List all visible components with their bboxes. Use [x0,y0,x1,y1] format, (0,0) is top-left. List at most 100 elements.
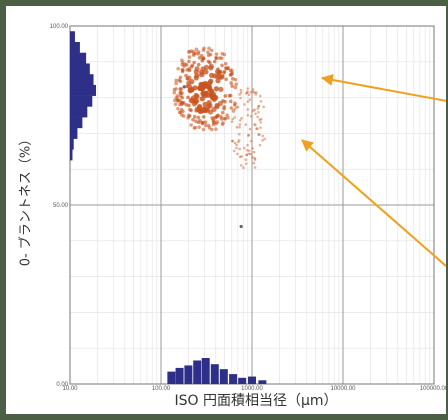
data-point [200,120,205,125]
x-histogram-bar [229,374,238,384]
data-point [255,91,258,94]
data-point [221,121,225,125]
data-point [257,133,260,137]
data-point [196,115,201,120]
data-point [201,90,207,97]
data-point [249,139,253,143]
data-point [257,104,261,108]
x-histogram-bar [167,371,176,384]
data-point [186,116,190,120]
y-histogram-bar [70,63,90,75]
data-point [223,61,228,66]
data-point [231,139,234,143]
data-point [239,96,242,100]
x-tick-label: 10000.00 [330,386,356,392]
scatter-plot: 10.00 100.00 1000.00 10000.00 100000.00 0.00 5… [50,24,446,392]
data-point [202,101,208,107]
data-point [206,84,213,90]
data-point [210,127,214,132]
y-histogram-bar [70,149,73,161]
data-point [223,116,227,121]
data-point [204,107,210,113]
data-point [225,66,230,71]
data-point [231,117,235,121]
data-point [177,78,182,82]
data-point [256,127,259,130]
data-point [257,105,260,108]
data-point [246,143,249,147]
data-point [251,156,254,159]
data-point [239,91,243,94]
data-point [203,69,209,75]
annotation-arrows [301,74,446,267]
data-point [238,93,241,96]
data-point [211,94,218,100]
data-point [214,102,220,109]
data-point [240,116,243,120]
data-point [230,84,234,88]
data-point [186,80,192,86]
data-point [179,113,184,117]
data-point [248,98,252,102]
data-point [228,99,233,104]
annotation-arrow [320,74,446,102]
data-point [263,137,266,141]
data-point [196,52,201,56]
data-point [184,102,188,107]
data-point [231,109,236,113]
data-point [192,85,198,91]
data-point [235,125,239,129]
x-histogram-bar [238,377,247,384]
data-point [232,149,236,153]
data-point [249,115,253,118]
data-point [245,153,249,157]
data-point [192,52,196,56]
x-tick-label: 100000.00 [420,386,446,392]
y-histogram-bar [70,84,96,96]
data-point [221,99,225,103]
data-point [253,156,257,160]
data-point [207,102,213,109]
data-point [235,105,238,109]
annotation-arrow [301,139,446,267]
data-point [194,73,200,79]
data-point [258,133,261,136]
x-histogram-bar [210,364,219,384]
data-point [232,103,237,107]
x-histogram-bar [219,369,228,384]
data-point [247,152,251,156]
data-point [208,78,214,84]
data-point [262,105,265,109]
data-point [178,94,183,98]
data-point [174,81,178,86]
data-point [185,76,190,81]
data-point [208,60,212,65]
data-point [187,55,192,59]
data-point [257,110,260,114]
y-tick-label: 100.00 [50,24,69,30]
data-point [206,123,211,128]
data-point [196,62,201,67]
data-point [178,75,183,80]
tick-labels: 10.00 100.00 1000.00 10000.00 100000.00 0.00 5… [50,24,446,392]
data-point [253,91,256,94]
data-point [178,91,182,95]
data-point [176,66,180,71]
data-point [180,69,185,74]
data-point [236,105,240,109]
x-histogram-bar [248,376,256,384]
data-point [246,134,250,137]
data-point [213,86,220,92]
data-point [174,95,179,100]
data-point [178,87,182,91]
data-point [220,51,225,56]
data-point [194,119,198,123]
histogram-bars [70,31,267,384]
data-point [217,56,222,60]
data-point [219,114,223,119]
data-point [176,106,180,111]
data-point [246,113,250,117]
data-point [240,155,243,158]
data-point [201,127,206,132]
y-histogram-bar [70,138,74,150]
